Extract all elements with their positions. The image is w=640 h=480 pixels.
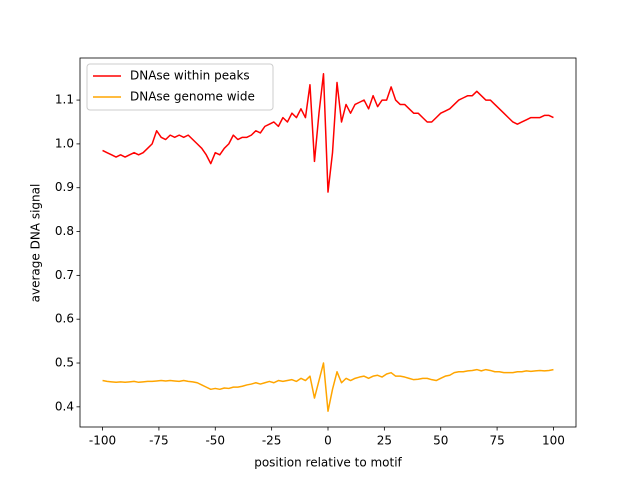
x-axis-label: position relative to motif [254,456,402,470]
y-axis-label: average DNA signal [29,184,43,303]
series-line [102,73,554,193]
x-tick-label: 25 [377,434,392,448]
x-tick-label: -50 [205,434,225,448]
legend-frame [86,63,274,111]
plot-frame [79,57,577,428]
y-tick-label: 1.1 [55,93,74,107]
y-tick-label: 0.9 [55,180,74,194]
y-tick-label: 0.7 [55,268,74,282]
x-tick-label: 0 [324,434,332,448]
legend: DNAse within peaks DNAse genome wide [86,63,274,111]
x-tick-label: 50 [433,434,448,448]
y-tick-label: 0.6 [55,312,74,326]
series-line [102,362,554,412]
x-tick-label: 75 [489,434,504,448]
x-tick-label: -100 [89,434,116,448]
x-tick-label: 100 [542,434,565,448]
y-tick-label: 0.8 [55,224,74,238]
y-tick-label: 1.0 [55,136,74,150]
legend-label: DNAse within peaks [130,69,250,83]
x-tick-label: -75 [149,434,169,448]
x-tick-label: -25 [262,434,282,448]
legend-label: DNAse genome wide [130,90,255,104]
y-tick-label: 0.5 [55,356,74,370]
y-tick-label: 0.4 [55,399,74,413]
